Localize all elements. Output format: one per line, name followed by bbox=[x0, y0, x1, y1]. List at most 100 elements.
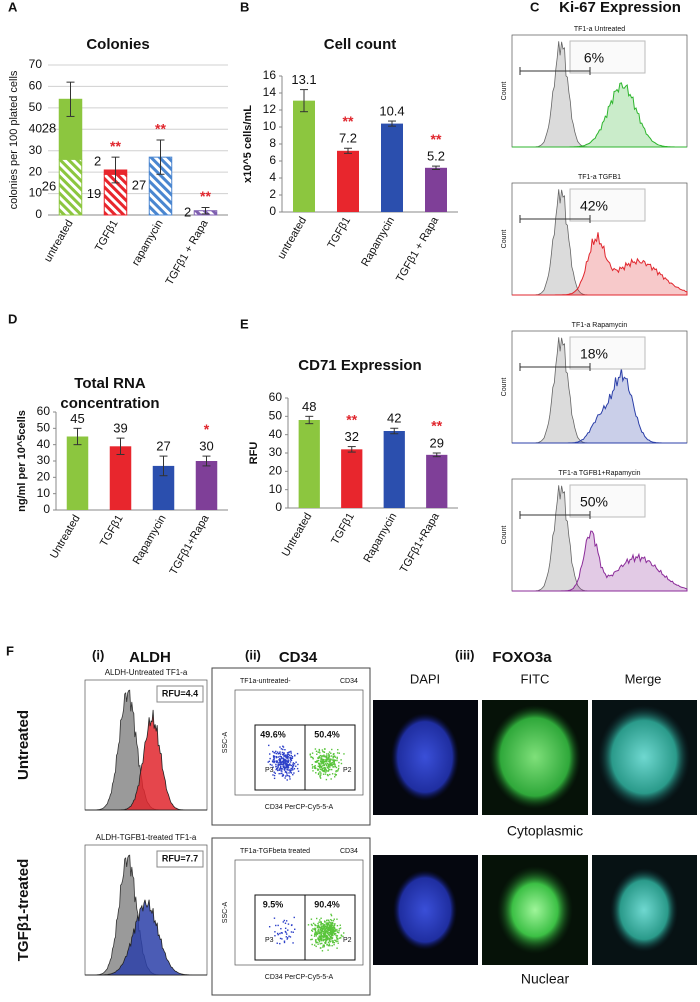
dot bbox=[287, 766, 289, 768]
dot bbox=[322, 750, 324, 753]
dot bbox=[315, 945, 317, 948]
dot bbox=[330, 931, 333, 933]
dot bbox=[325, 755, 328, 758]
dot bbox=[334, 929, 337, 931]
dot bbox=[284, 755, 286, 758]
dot bbox=[323, 760, 325, 763]
dot bbox=[275, 761, 278, 763]
dot bbox=[286, 760, 289, 762]
dot bbox=[279, 751, 281, 753]
dot bbox=[290, 767, 292, 770]
dot bbox=[322, 928, 325, 930]
section-title: ALDH bbox=[129, 649, 171, 666]
dot bbox=[320, 766, 323, 769]
cell bbox=[598, 705, 690, 809]
dot bbox=[337, 940, 339, 942]
dot bbox=[324, 929, 326, 932]
dot bbox=[331, 764, 333, 767]
dot bbox=[322, 767, 325, 769]
dot bbox=[281, 772, 283, 774]
dot bbox=[282, 752, 285, 754]
dot bbox=[329, 930, 332, 932]
value-label: 13.1 bbox=[291, 72, 316, 87]
dot bbox=[327, 931, 329, 933]
dot bbox=[317, 932, 319, 934]
dot bbox=[329, 759, 331, 761]
dot bbox=[283, 752, 285, 754]
bar bbox=[58, 158, 83, 216]
dot bbox=[290, 924, 293, 927]
x-tick-label: TGFβ1+Rapa bbox=[398, 510, 442, 575]
dot bbox=[315, 939, 317, 941]
dot bbox=[268, 926, 271, 928]
y-tick-label: 10 bbox=[37, 486, 51, 500]
dot bbox=[326, 919, 328, 921]
dot bbox=[273, 777, 276, 780]
dot bbox=[285, 771, 288, 774]
y-axis-label: Count bbox=[501, 378, 508, 397]
dot bbox=[325, 927, 328, 930]
dot bbox=[284, 930, 287, 933]
dot bbox=[338, 752, 341, 754]
dot bbox=[325, 926, 327, 928]
dot bbox=[331, 762, 333, 764]
dot bbox=[331, 934, 333, 936]
dot bbox=[334, 939, 336, 942]
dot bbox=[287, 923, 290, 925]
y-tick-label: 20 bbox=[37, 470, 51, 484]
dot bbox=[284, 754, 287, 756]
dot bbox=[337, 767, 340, 770]
dot bbox=[333, 941, 335, 944]
cell bbox=[610, 868, 678, 952]
dot bbox=[279, 760, 282, 762]
x-axis-label: CD34 PerCP-Cy5-5-A bbox=[265, 804, 334, 811]
x-tick-label: rapamycin bbox=[130, 218, 166, 268]
dot bbox=[284, 759, 287, 761]
dot bbox=[283, 766, 285, 768]
dot bbox=[327, 928, 329, 930]
dot bbox=[329, 760, 331, 762]
dot bbox=[316, 753, 318, 755]
gate-name: P3 bbox=[265, 937, 274, 944]
dot bbox=[324, 941, 327, 943]
gate-percent: 9.5% bbox=[263, 899, 284, 909]
dot bbox=[331, 930, 334, 932]
dot bbox=[318, 750, 321, 752]
dot bbox=[328, 922, 330, 924]
dot bbox=[330, 932, 333, 934]
dot bbox=[289, 778, 291, 780]
dot bbox=[319, 943, 321, 945]
dot bbox=[280, 772, 282, 775]
dot bbox=[328, 937, 331, 940]
dot bbox=[293, 772, 295, 774]
dot bbox=[321, 758, 324, 761]
dot bbox=[324, 773, 327, 775]
dot bbox=[319, 765, 322, 768]
dot bbox=[311, 752, 314, 754]
dot bbox=[284, 762, 287, 764]
dot bbox=[285, 757, 287, 759]
dot bbox=[288, 751, 290, 754]
dot bbox=[279, 764, 282, 766]
y-tick-label: 50 bbox=[29, 100, 43, 114]
dot bbox=[321, 769, 323, 772]
dot bbox=[333, 755, 335, 757]
dot bbox=[320, 923, 322, 925]
dot bbox=[332, 940, 334, 942]
dot bbox=[328, 761, 331, 763]
dot bbox=[325, 940, 328, 942]
dot bbox=[288, 760, 290, 762]
dot bbox=[330, 763, 332, 766]
dot bbox=[313, 935, 316, 937]
dot bbox=[293, 916, 295, 919]
dot bbox=[286, 757, 288, 759]
dot bbox=[332, 763, 335, 765]
dot bbox=[290, 759, 293, 762]
dot bbox=[286, 760, 288, 763]
dot bbox=[283, 760, 286, 762]
dot bbox=[317, 762, 320, 764]
dot bbox=[316, 924, 318, 927]
dot bbox=[276, 751, 279, 753]
x-tick-label: TGFβ1 bbox=[98, 513, 126, 549]
chart-title: Colonies bbox=[86, 36, 149, 53]
